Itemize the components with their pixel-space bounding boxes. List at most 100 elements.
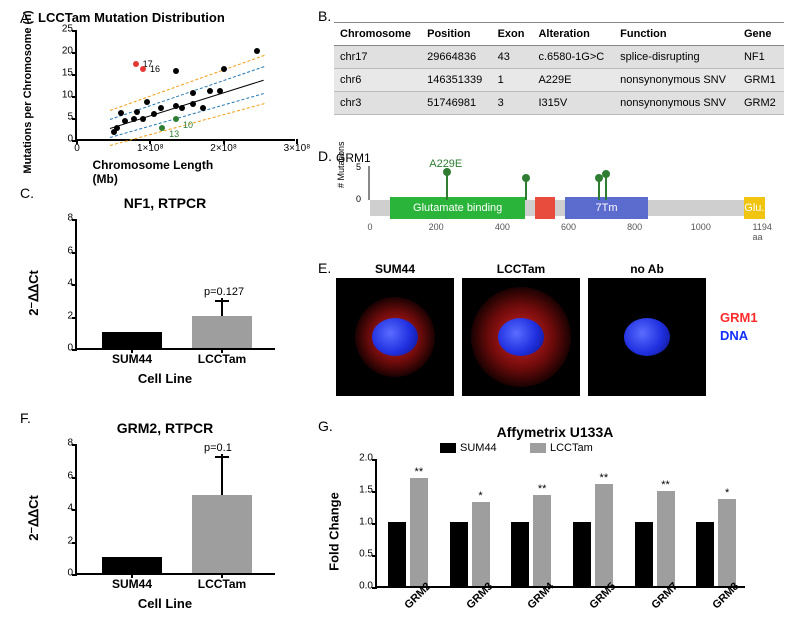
microscopy-label: no Ab (630, 262, 664, 276)
significance: * (478, 490, 482, 502)
panel-g-ylabel: Fold Change (327, 492, 342, 571)
panel-g-axes: 0.00.51.01.52.0GRM2**GRM3*GRM4**GRM5**GR… (375, 460, 745, 588)
bar (595, 484, 613, 586)
scatter-point (190, 101, 196, 107)
table-header: Gene (738, 23, 784, 46)
table-cell: chr17 (334, 46, 421, 69)
scatter-point (217, 88, 223, 94)
panel-f: F. GRM2, RTPCR 2⁻ᐃᐃCt Cell Line 02468SUM… (20, 410, 310, 620)
bar (696, 522, 714, 586)
ytick: 25 (62, 24, 77, 35)
scatter-point (254, 48, 260, 54)
microscopy-image (336, 278, 454, 396)
table-row: chr3517469813I315Vnonsynonymous SNVGRM2 (334, 92, 784, 115)
scatter-point (159, 125, 165, 131)
table-header: Chromosome (334, 23, 421, 46)
table-cell: GRM2 (738, 92, 784, 115)
panel-e: E. GRM1 DNA SUM44 LCCTam no Ab (320, 260, 790, 410)
ytick: 20 (62, 46, 77, 57)
protein-domain (535, 197, 555, 219)
table-cell: 29664836 (421, 46, 491, 69)
scatter-point (140, 116, 146, 122)
panel-a-ylabel: Mutations per Chromosome (n) (22, 10, 34, 173)
scatter-point (207, 88, 213, 94)
microscopy-image (588, 278, 706, 396)
mutation-table: ChromosomePositionExonAlterationFunction… (334, 22, 784, 115)
microscopy-label: SUM44 (375, 262, 415, 276)
table-cell: NF1 (738, 46, 784, 69)
stain-dna: DNA (720, 328, 748, 343)
bar (102, 332, 162, 348)
panel-f-ylabel: 2⁻ᐃᐃCt (26, 495, 42, 541)
panel-e-label: E. (318, 260, 331, 276)
significance: ** (538, 483, 547, 495)
scatter-point (221, 66, 227, 72)
scatter-point (144, 99, 150, 105)
panel-f-label: F. (20, 410, 31, 426)
table-cell: 51746981 (421, 92, 491, 115)
bar (102, 557, 162, 573)
table-row: chr61463513391A229Enonsynonymous SNVGRM1 (334, 69, 784, 92)
stain-grm1: GRM1 (720, 310, 758, 325)
p-value: p=0.127 (204, 286, 244, 298)
lollipop (605, 176, 607, 200)
scatter-point (140, 66, 146, 72)
microscopy-label: LCCTam (497, 262, 545, 276)
scatter-point (179, 105, 185, 111)
p-value: p=0.1 (204, 442, 232, 454)
protein-track: Glutamate binding7TmGlu.A229E (370, 200, 765, 216)
bar (388, 522, 406, 586)
table-cell: 1 (492, 69, 533, 92)
scatter-point (118, 110, 124, 116)
panel-c-title: NF1, RTPCR (124, 195, 206, 211)
bar (635, 522, 653, 586)
xtick: 1×10⁸ (137, 139, 164, 154)
table-cell: 3 (492, 92, 533, 115)
panel-b-label: B. (318, 8, 331, 24)
table-cell: splice-disrupting (614, 46, 738, 69)
bar (657, 491, 675, 586)
panel-d-label: D. (318, 148, 332, 164)
ytick: 15 (62, 68, 77, 79)
table-cell: nonsynonymous SNV (614, 92, 738, 115)
table-cell: nonsynonymous SNV (614, 69, 738, 92)
lollipop (446, 174, 448, 200)
panel-c-label: C. (20, 185, 34, 201)
panel-d: D. GRM1 # Mutations Glutamate binding7Tm… (320, 148, 790, 268)
table-cell: chr6 (334, 69, 421, 92)
protein-domain: 7Tm (565, 197, 648, 219)
bar (410, 478, 428, 586)
significance: ** (600, 472, 609, 484)
bar (533, 495, 551, 586)
panel-c-xlabel: Cell Line (138, 371, 192, 386)
panel-c-axes: 02468SUM44p=0.127LCCTam (75, 220, 275, 350)
panel-a-chart: 051015202501×10⁸2×10⁸3×10⁸17161013 (75, 31, 295, 141)
panel-f-title: GRM2, RTPCR (117, 420, 213, 436)
ytick: 5 (67, 112, 77, 123)
table-cell: 146351339 (421, 69, 491, 92)
bar (192, 495, 252, 573)
protein-domain: Glu. (744, 197, 765, 219)
lollipop (525, 180, 527, 200)
bar (511, 522, 529, 586)
table-header: Alteration (532, 23, 614, 46)
significance: ** (415, 466, 424, 478)
scatter-point (173, 116, 179, 122)
xtick: 0 (74, 139, 80, 154)
bar (450, 522, 468, 586)
panel-f-xlabel: Cell Line (138, 596, 192, 611)
bar (573, 522, 591, 586)
table-header: Function (614, 23, 738, 46)
table-header: Exon (492, 23, 533, 46)
table-cell: I315V (532, 92, 614, 115)
table-cell: c.6580-1G>C (532, 46, 614, 69)
lollipop (598, 180, 600, 200)
panel-d-ylabel: # Mutations (336, 141, 346, 188)
scatter-point (134, 109, 140, 115)
protein-domain: Glutamate binding (390, 197, 526, 219)
ytick: 10 (62, 90, 77, 101)
bar (192, 316, 252, 348)
scatter-point (173, 68, 179, 74)
legend-item: SUM44 (440, 442, 497, 454)
panel-g-label: G. (318, 418, 333, 434)
